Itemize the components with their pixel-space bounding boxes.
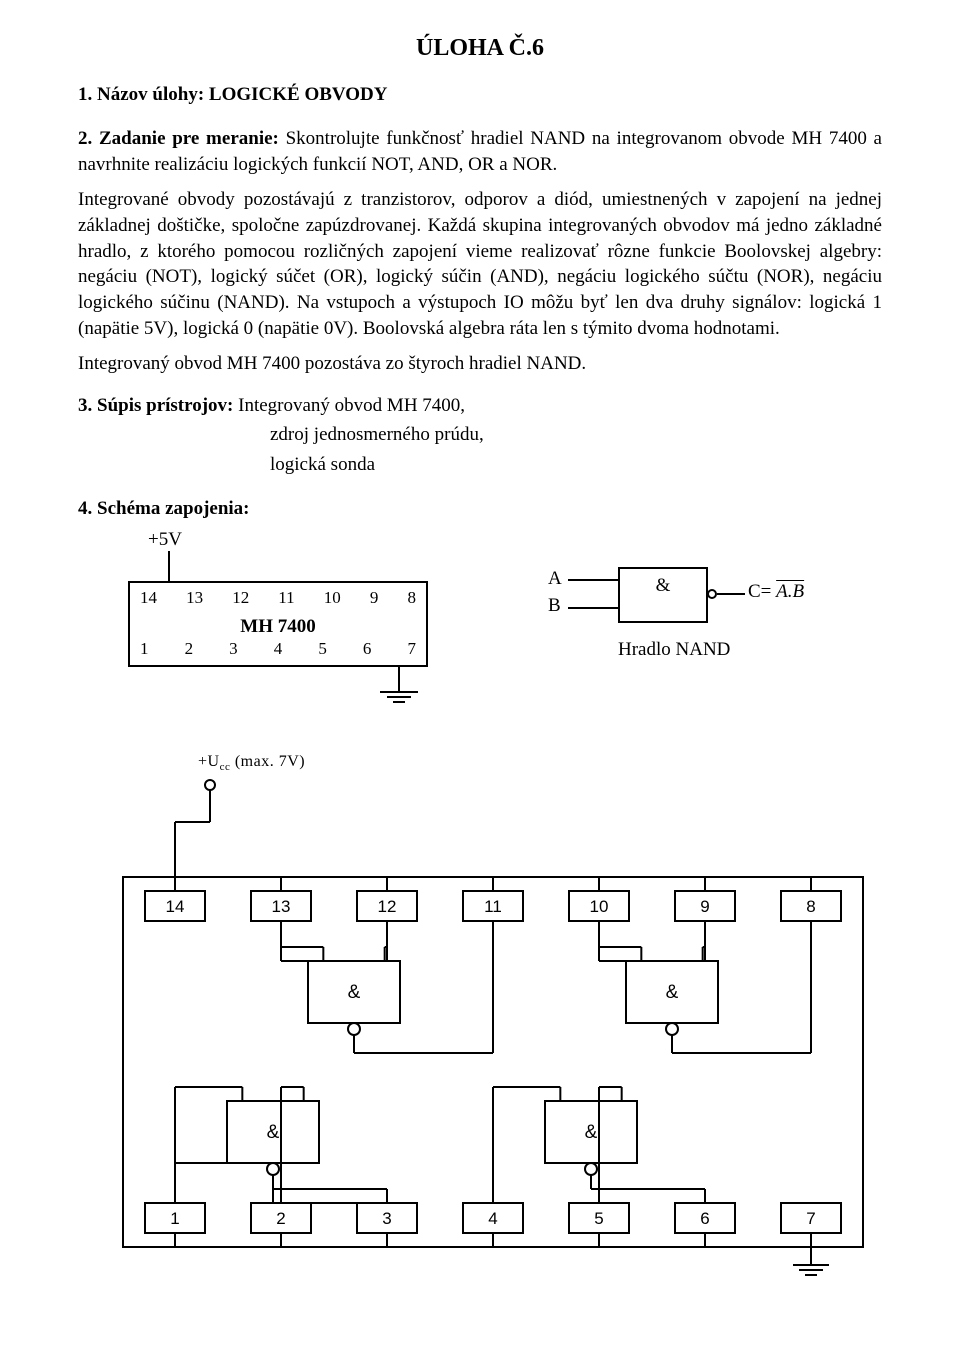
- svg-text:13: 13: [272, 897, 291, 916]
- pin-14: 14: [140, 587, 157, 610]
- section-2-para2: Integrovaný obvod MH 7400 pozostáva zo š…: [78, 351, 882, 377]
- nand-symbol: A B & C= A.B Hradlo NAND: [518, 567, 858, 737]
- page-title: ÚLOHA Č.6: [78, 32, 882, 64]
- svg-text:6: 6: [700, 1209, 709, 1228]
- sec3-label: 3. Súpis prístrojov:: [78, 395, 233, 416]
- svg-text:4: 4: [488, 1209, 497, 1228]
- section-2-lead: 2. Zadanie pre meranie: Skontrolujte fun…: [78, 126, 882, 177]
- chip-pins-bottom: 1 2 3 4 5 6 7: [130, 638, 426, 661]
- svg-text:5: 5: [594, 1209, 603, 1228]
- wire-out: [717, 593, 745, 595]
- pin-12: 12: [232, 587, 249, 610]
- section-3: 3. Súpis prístrojov: Integrovaný obvod M…: [78, 393, 882, 478]
- chip-name: MH 7400: [130, 614, 426, 640]
- wire-a: [568, 579, 618, 581]
- nand-inverter-bubble: [707, 589, 717, 599]
- pin-13: 13: [186, 587, 203, 610]
- svg-text:12: 12: [378, 897, 397, 916]
- pin-8: 8: [407, 587, 416, 610]
- pin-7: 7: [407, 638, 416, 661]
- nand-input-a-label: A: [548, 566, 562, 592]
- internal-diagram: +Ucc (max. 7V) 1413121110981234567&&&&: [78, 751, 882, 1277]
- diagram-row: +5V 14 13 12 11 10 9 8 MH 7400 1 2 3 4: [78, 531, 882, 751]
- gnd-wire: [398, 667, 400, 691]
- sec4-label: 4. Schéma zapojenia:: [78, 496, 882, 522]
- ground-icon: [380, 691, 418, 703]
- nand-amp-label: &: [620, 573, 706, 599]
- svg-text:10: 10: [590, 897, 609, 916]
- sec2-label: 2. Zadanie pre meranie:: [78, 128, 279, 149]
- chip-pins-top: 14 13 12 11 10 9 8: [130, 587, 426, 610]
- section-1: 1. Názov úlohy: LOGICKÉ OBVODY: [78, 82, 882, 108]
- ucc-sub: cc: [220, 762, 231, 774]
- chip-vcc-wire: [168, 551, 170, 581]
- nand-input-b-label: B: [548, 593, 561, 619]
- nand-box: &: [618, 567, 708, 623]
- pin-11: 11: [278, 587, 294, 610]
- svg-text:&: &: [666, 982, 679, 1003]
- sec3-line1: 3. Súpis prístrojov: Integrovaný obvod M…: [78, 393, 882, 419]
- svg-text:11: 11: [484, 897, 502, 916]
- svg-text:8: 8: [806, 897, 815, 916]
- pin-2: 2: [185, 638, 194, 661]
- out-prefix: C=: [748, 581, 776, 602]
- pin-10: 10: [324, 587, 341, 610]
- sec3-item1: Integrovaný obvod MH 7400,: [238, 395, 465, 416]
- nand-output-label: C= A.B: [748, 579, 804, 605]
- wire-b: [568, 607, 618, 609]
- section-2-para: Integrované obvody pozostávajú z tranzis…: [78, 187, 882, 341]
- chip-box: 14 13 12 11 10 9 8 MH 7400 1 2 3 4 5 6 7: [128, 581, 428, 667]
- chip-diagram: +5V 14 13 12 11 10 9 8 MH 7400 1 2 3 4: [118, 531, 458, 731]
- internal-svg: 1413121110981234567&&&&: [78, 777, 882, 1277]
- svg-text:9: 9: [700, 897, 709, 916]
- svg-text:3: 3: [382, 1209, 391, 1228]
- svg-text:&: &: [348, 982, 361, 1003]
- svg-text:&: &: [585, 1122, 598, 1143]
- chip-vcc-label: +5V: [148, 527, 182, 553]
- sec1-value: LOGICKÉ OBVODY: [209, 84, 388, 105]
- pin-6: 6: [363, 638, 372, 661]
- nand-caption: Hradlo NAND: [618, 637, 730, 663]
- svg-text:7: 7: [806, 1209, 815, 1228]
- svg-text:&: &: [267, 1122, 280, 1143]
- svg-text:1: 1: [170, 1209, 179, 1228]
- svg-text:14: 14: [166, 897, 185, 916]
- pin-3: 3: [229, 638, 238, 661]
- pin-9: 9: [370, 587, 379, 610]
- pin-1: 1: [140, 638, 149, 661]
- ucc-suffix: (max. 7V): [230, 753, 305, 770]
- svg-text:2: 2: [276, 1209, 285, 1228]
- ucc-label: +Ucc (max. 7V): [198, 751, 882, 775]
- ucc-prefix: +U: [198, 753, 220, 770]
- sec3-item2: zdroj jednosmerného prúdu,: [270, 422, 882, 448]
- out-expr: A.B: [776, 581, 804, 602]
- sec1-label: 1. Názov úlohy:: [78, 84, 204, 105]
- sec3-item3: logická sonda: [270, 452, 882, 478]
- pin-4: 4: [274, 638, 283, 661]
- pin-5: 5: [318, 638, 327, 661]
